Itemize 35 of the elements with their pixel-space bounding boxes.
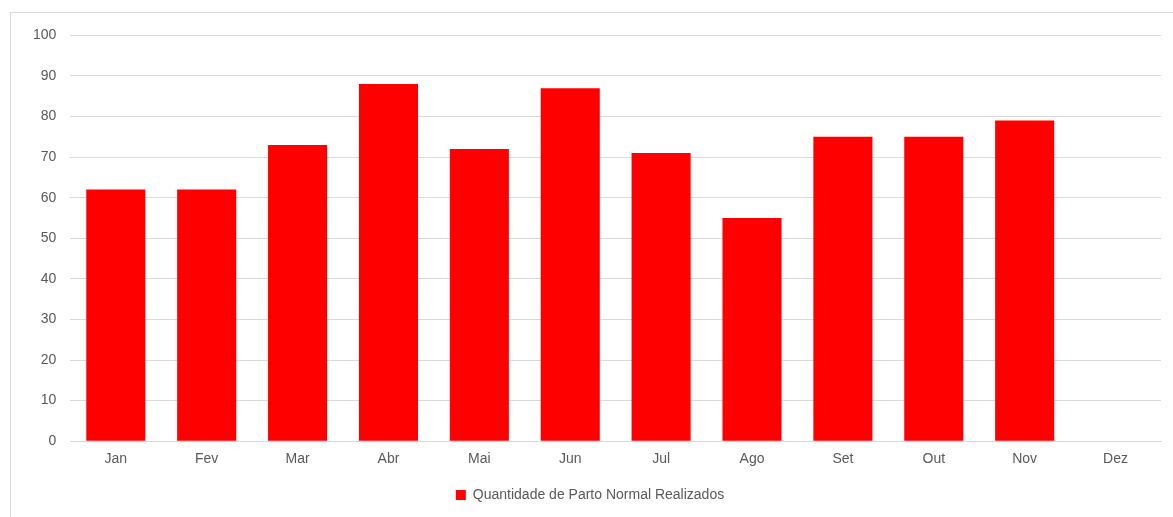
bar: [631, 153, 691, 441]
y-tick-label: 60: [40, 188, 57, 205]
bar: [449, 149, 509, 441]
x-tick-label: Ago: [739, 450, 765, 467]
bar: [813, 136, 873, 441]
bar: [86, 189, 146, 441]
x-tick-label: Jan: [104, 450, 128, 467]
bar: [722, 218, 782, 441]
y-tick-label: 40: [40, 269, 57, 286]
bar: [995, 120, 1055, 441]
bar: [268, 144, 328, 441]
y-tick-label: 20: [40, 350, 57, 367]
x-tick-label: Nov: [1012, 450, 1038, 467]
y-tick-label: 70: [40, 148, 57, 164]
y-tick-label: 90: [40, 66, 57, 83]
x-tick-label: Mar: [285, 450, 310, 467]
y-tick-label: 30: [40, 310, 57, 327]
x-tick-label: Jul: [652, 450, 671, 467]
x-tick-label: Abr: [377, 450, 400, 467]
y-tick-label: 50: [40, 229, 57, 246]
bar: [904, 136, 964, 441]
bar: [177, 189, 237, 441]
bar: [358, 84, 418, 441]
x-tick-label: Out: [922, 450, 946, 467]
y-tick-label: 10: [40, 391, 57, 408]
x-tick-label: Mai: [468, 450, 491, 467]
y-tick-label: 0: [48, 432, 57, 449]
legend-label: Quantidade de Parto Normal Realizados: [472, 485, 725, 502]
y-tick-label: 80: [40, 107, 57, 124]
y-tick-label: 100: [33, 26, 57, 43]
x-tick-label: Jun: [558, 450, 582, 467]
x-tick-label: Fev: [195, 450, 219, 467]
bar: [540, 88, 600, 441]
x-tick-label: Dez: [1103, 450, 1129, 467]
x-tick-label: Set: [832, 450, 854, 467]
